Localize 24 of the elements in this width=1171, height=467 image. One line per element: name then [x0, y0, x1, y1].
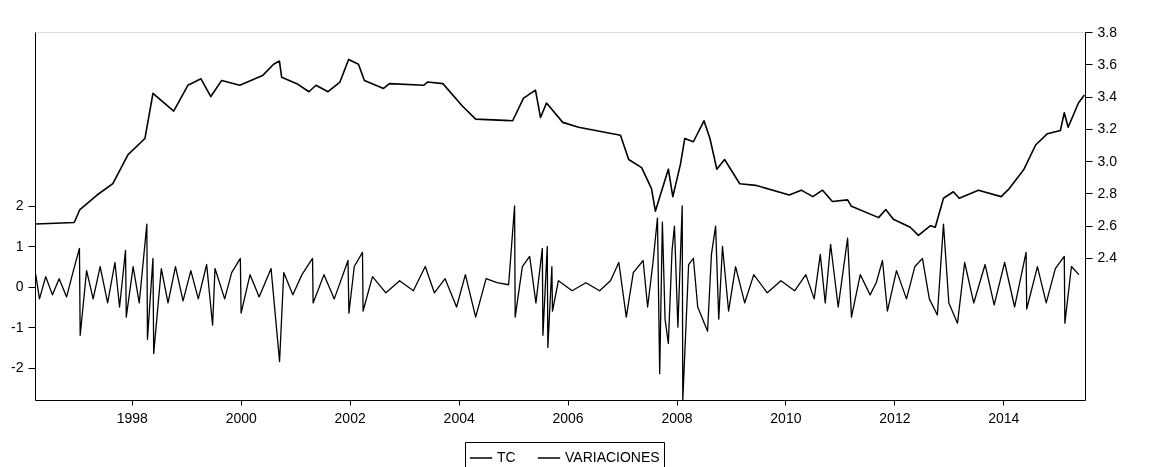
y2-tick-label: 2.6: [1097, 217, 1118, 234]
x-tick-label: 2014: [988, 409, 1020, 426]
y2-tick-label: 3.8: [1097, 23, 1118, 40]
x-tick-label: 1998: [116, 409, 149, 426]
legend-label: TC: [497, 449, 516, 465]
y2-tick-label: 2.4: [1097, 249, 1118, 266]
x-tick-label: 2004: [443, 409, 475, 426]
y2-tick-label: 3.6: [1097, 55, 1118, 72]
x-tick-label: 2012: [879, 409, 911, 426]
y-tick-label: 2: [15, 197, 24, 214]
x-tick-label: 2000: [225, 409, 258, 426]
y-tick-label: 1: [15, 237, 24, 254]
x-tick-label: 2008: [661, 409, 693, 426]
y-tick-label: -1: [11, 318, 24, 335]
y-tick-label: -2: [11, 359, 24, 376]
legend-label: VARIACIONES: [565, 449, 660, 465]
x-tick-label: 2002: [334, 409, 366, 426]
x-tick-label: 2006: [552, 409, 584, 426]
y2-tick-label: 3.2: [1097, 120, 1118, 137]
y2-tick-label: 3.0: [1097, 152, 1118, 169]
x-tick-label: 2010: [770, 409, 802, 426]
y2-tick-label: 3.4: [1097, 88, 1118, 105]
y-tick-label: 0: [15, 278, 24, 295]
y2-tick-label: 2.8: [1097, 184, 1118, 201]
